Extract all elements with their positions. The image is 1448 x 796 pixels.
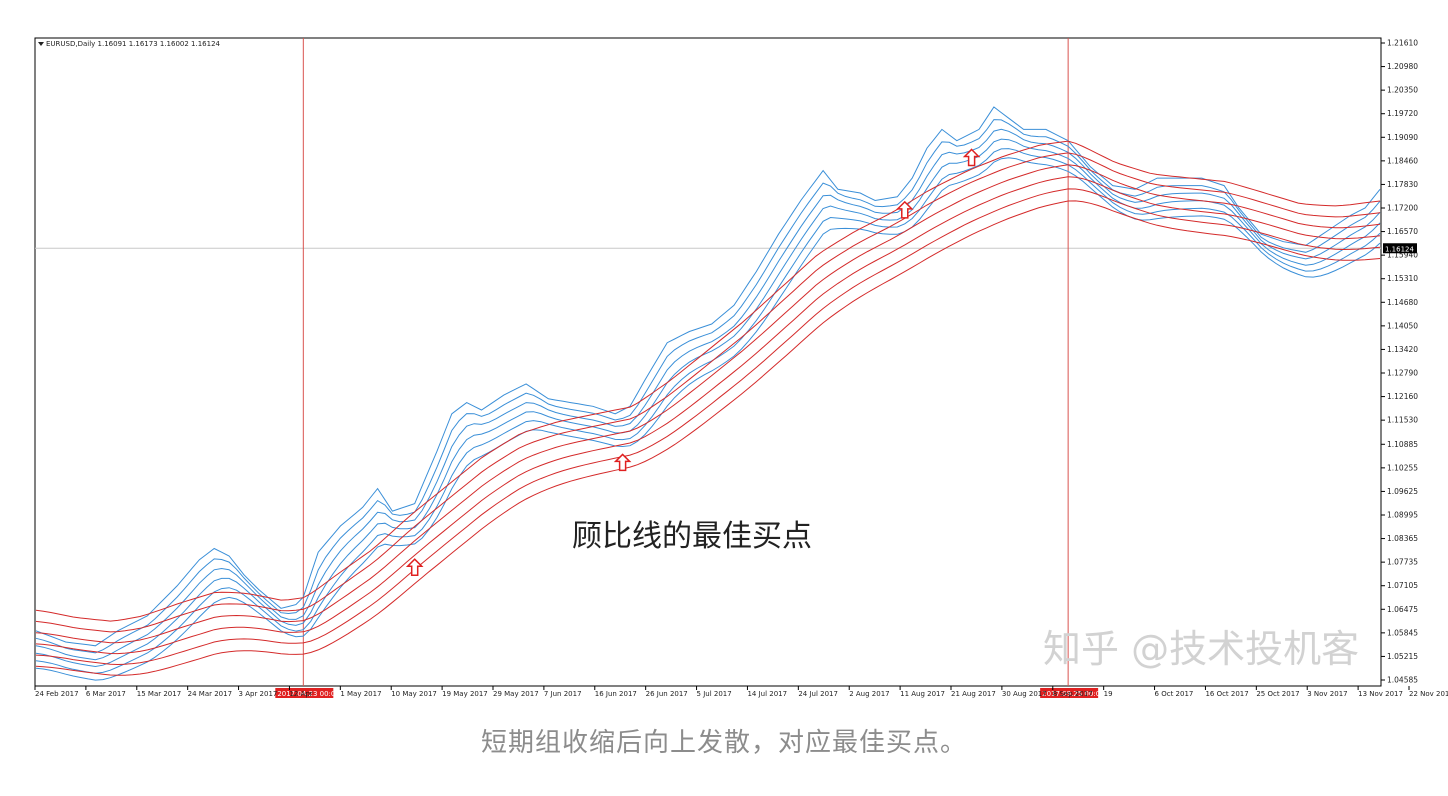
x-tick-label: 19 May 2017 — [442, 690, 488, 698]
y-tick-label: 1.15310 — [1387, 274, 1418, 283]
x-tick-label: 1 May 2017 — [340, 690, 381, 698]
y-tick-label: 1.13420 — [1387, 345, 1418, 354]
y-tick-label: 1.06475 — [1387, 605, 1418, 614]
chart-frame — [34, 37, 1382, 687]
y-tick-label: 1.14680 — [1387, 298, 1418, 307]
x-tick-label: 26 Jun 2017 — [646, 690, 688, 698]
y-tick-label: 1.19720 — [1387, 109, 1418, 118]
x-tick-label: 25 Oct 2017 — [1256, 690, 1299, 698]
buy-arrow-icon — [895, 200, 914, 219]
y-tick-label: 1.10885 — [1387, 440, 1418, 449]
x-tick-label: 11 Aug 2017 — [900, 690, 945, 698]
x-tick-label: 19 — [1104, 690, 1113, 698]
x-tick-label: 3 Apr 2017 — [239, 690, 278, 698]
x-tick-label: 10 May 2017 — [391, 690, 437, 698]
short-ema-line — [35, 157, 1381, 681]
y-tick-label: 1.17200 — [1387, 204, 1418, 213]
y-tick-label: 1.19090 — [1387, 133, 1418, 142]
y-axis: 1.21610 1.20980 1.20350 1.19720 1.19090 1.184… — [1381, 39, 1418, 685]
x-tick-label: 15 Mar 2017 — [137, 690, 181, 698]
vertical-marker-tag — [1040, 688, 1099, 698]
y-tick-label: 1.07105 — [1387, 581, 1418, 590]
x-tick-label: 14 Jul 2017 — [747, 690, 787, 698]
x-tick-label: 2 Aug 2017 — [849, 690, 889, 698]
short-ema-line — [35, 148, 1381, 674]
y-tick-label: 1.16570 — [1387, 227, 1418, 236]
long-ema-line — [35, 188, 1381, 666]
y-tick-label: 1.07735 — [1387, 558, 1418, 567]
long-ema-line — [35, 140, 1381, 622]
watermark: 知乎 @技术投机客 — [1043, 627, 1359, 671]
x-tick-label: 21 Aug 2017 — [951, 690, 996, 698]
y-tick-label: 1.08995 — [1387, 510, 1418, 519]
vertical-markers: 2017.04.23 00:00 2017.09.25 00:00 — [275, 38, 1105, 698]
y-tick-label: 1.04585 — [1387, 676, 1418, 685]
x-tick-label: 16 Oct 2017 — [1205, 690, 1248, 698]
x-tick-label: 13 Nov 2017 — [1358, 690, 1403, 698]
short-ema-line — [35, 106, 1381, 647]
long-term-ema-group — [35, 140, 1381, 676]
x-tick-label: 29 May 2017 — [493, 690, 539, 698]
short-ema-line — [35, 128, 1381, 661]
y-tick-label: 1.05215 — [1387, 652, 1418, 661]
y-tick-label: 1.20980 — [1387, 62, 1418, 71]
current-price-tag: 1.16124 — [1383, 243, 1417, 254]
price-tag-label: 1.16124 — [1385, 245, 1414, 253]
short-term-ema-group — [35, 106, 1381, 681]
x-tick-label: 16 Jun 2017 — [595, 690, 637, 698]
long-ema-line — [35, 152, 1381, 633]
y-tick-label: 1.15940 — [1387, 251, 1418, 260]
buy-arrows — [405, 148, 981, 576]
x-tick-label: 7 Jun 2017 — [544, 690, 582, 698]
x-tick-label: 30 Aug 2017 — [1002, 690, 1047, 698]
x-tick-label: 3 Nov 2017 — [1307, 690, 1347, 698]
y-tick-label: 1.08365 — [1387, 534, 1418, 543]
x-tick-label: 22 Nov 2017 — [1409, 690, 1448, 698]
y-tick-label: 1.05845 — [1387, 628, 1418, 637]
symbol-dropdown-icon[interactable] — [38, 42, 44, 46]
vertical-marker-tag — [275, 688, 334, 698]
figure-caption: 短期组收缩后向上发散，对应最佳买点。 — [480, 728, 967, 758]
buy-arrow-icon — [962, 148, 981, 167]
buy-arrow-icon — [613, 453, 632, 472]
long-ema-line — [35, 164, 1381, 644]
y-tick-label: 1.12790 — [1387, 369, 1418, 378]
x-axis: 24 Feb 2017 6 Mar 2017 15 Mar 2017 24 Mar 2… — [34, 686, 1448, 698]
x-tick-label: 24 Mar 2017 — [188, 690, 232, 698]
y-tick-label: 1.14050 — [1387, 321, 1418, 330]
long-ema-line — [35, 200, 1381, 676]
symbol-info: EURUSD,Daily 1.16091 1.16173 1.16002 1.1… — [46, 40, 221, 48]
y-tick-label: 1.11530 — [1387, 416, 1418, 425]
y-tick-label: 1.09625 — [1387, 487, 1418, 496]
x-tick-label: 24 Feb 2017 — [35, 690, 79, 698]
y-tick-label: 1.20350 — [1387, 86, 1418, 95]
x-tick-label: 24 Jul 2017 — [798, 690, 838, 698]
y-tick-label: 1.12160 — [1387, 392, 1418, 401]
x-tick-label: 5 Jul 2017 — [697, 690, 732, 698]
x-tick-label: 6 Mar 2017 — [86, 690, 126, 698]
x-tick-label: 12 Apr — [289, 690, 312, 698]
y-tick-label: 1.18460 — [1387, 156, 1418, 165]
chart-annotation: 顾比线的最佳买点 — [572, 519, 812, 554]
price-tag-box — [1383, 243, 1417, 254]
y-tick-label: 1.21610 — [1387, 39, 1418, 48]
short-ema-line — [35, 119, 1381, 654]
y-tick-label: 1.10255 — [1387, 463, 1418, 472]
y-tick-label: 1.17830 — [1387, 180, 1418, 189]
x-tick-label: 8 Sep 2017 — [1053, 690, 1093, 698]
vertical-marker-label: 2017.04.23 00:00 — [277, 690, 339, 698]
long-ema-line — [35, 176, 1381, 655]
vertical-marker-label: 2017.09.25 00:00 — [1042, 690, 1104, 698]
buy-arrow-icon — [405, 558, 424, 576]
gmma-chart: 2017.04.23 00:00 2017.09.25 00:00 1.21610… — [34, 37, 1448, 698]
x-tick-label: 6 Oct 2017 — [1155, 690, 1194, 698]
